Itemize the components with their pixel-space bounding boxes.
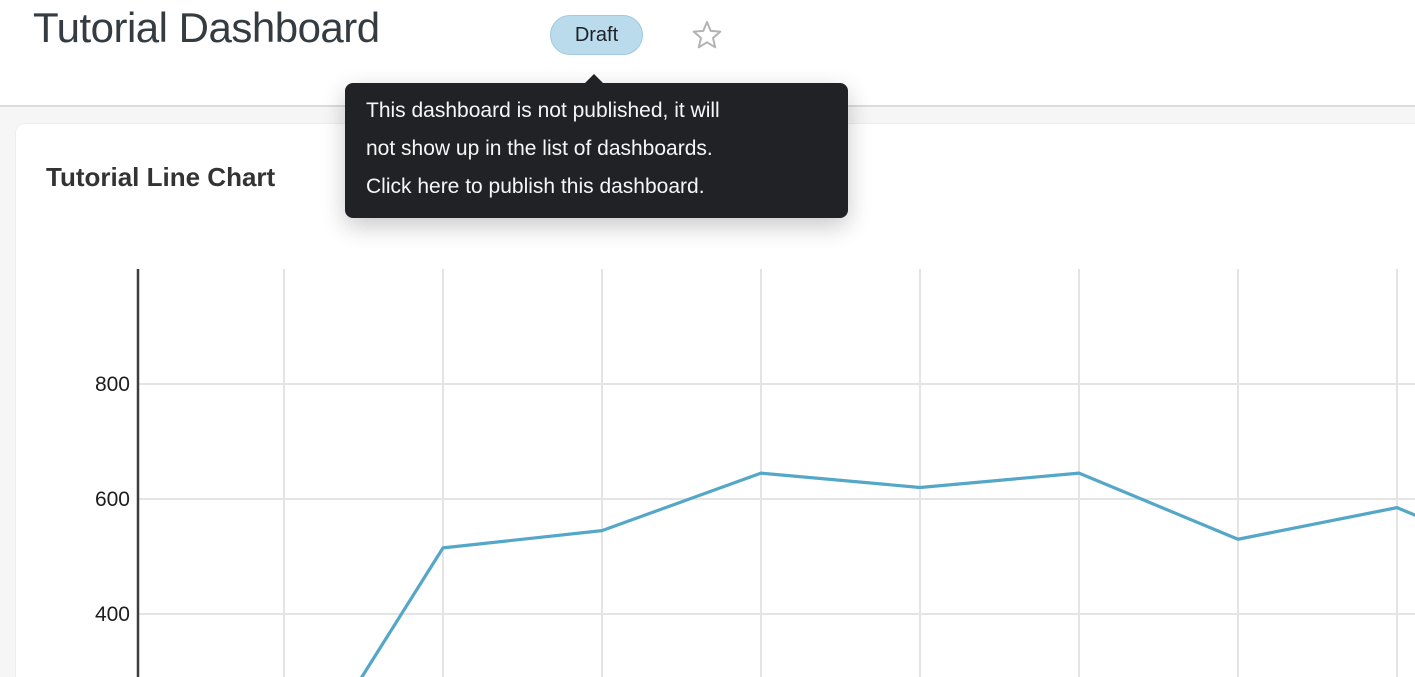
tooltip-arrow-icon xyxy=(585,74,603,83)
publish-tooltip: This dashboard is not published, it will… xyxy=(345,74,848,218)
page-title: Tutorial Dashboard xyxy=(33,4,380,51)
chart-tile-title: Tutorial Line Chart xyxy=(46,162,276,192)
y-axis-tick-label: 600 xyxy=(95,488,130,511)
tooltip-text-line: not show up in the list of dashboards. xyxy=(366,137,713,160)
draft-status-badge[interactable]: Draft xyxy=(550,15,643,55)
star-icon xyxy=(692,21,722,49)
favorite-star-button[interactable] xyxy=(689,19,725,55)
series-line xyxy=(359,471,1415,677)
tooltip-text-line: Click here to publish this dashboard. xyxy=(366,175,705,198)
tooltip-text-line: This dashboard is not published, it will xyxy=(366,99,720,122)
line-chart[interactable]: 800 600 400 xyxy=(16,124,1415,677)
y-axis-tick-label: 800 xyxy=(95,373,130,396)
y-axis-tick-label: 400 xyxy=(95,603,130,626)
